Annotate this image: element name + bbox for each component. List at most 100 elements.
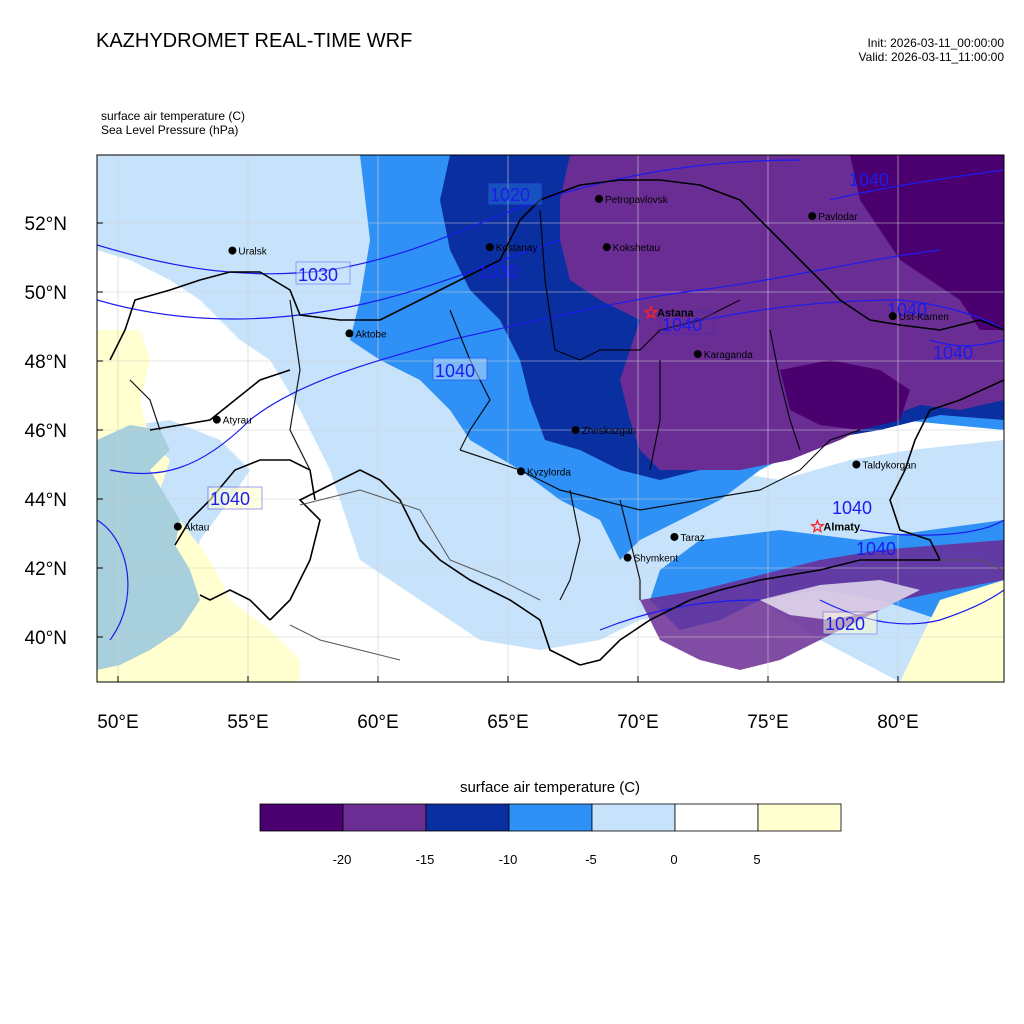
city-dot-icon	[345, 329, 354, 338]
city-label: Karaganda	[704, 350, 753, 361]
isobar-labels: 1020 1030 1030 1040 1040 1040 1040 1040 …	[207, 170, 973, 635]
temp-band-below-minus20	[850, 155, 1004, 330]
city-dot-icon	[517, 467, 525, 476]
lat-axis-labels: 52°N 50°N 48°N 46°N 44°N 42°N 40°N	[25, 214, 67, 649]
init-time: Init: 2026-03-11_00:00:00	[867, 36, 1004, 50]
variable-pressure: Sea Level Pressure (hPa)	[101, 123, 239, 137]
colorbar-swatch	[259, 803, 344, 832]
capital-star-icon	[810, 518, 825, 533]
svg-text:1040: 1040	[662, 315, 702, 335]
lon-axis-labels: 50°E 55°E 60°E 65°E 70°E 75°E 80°E	[97, 712, 918, 733]
capital-star-icon	[643, 304, 659, 320]
svg-text:1040: 1040	[856, 539, 896, 559]
city-dot-icon	[852, 460, 861, 469]
city-petropavlovsk: Petropavlovsk	[595, 194, 669, 206]
city-shymkent: Shymkent	[623, 553, 679, 565]
colorbar-swatch	[508, 803, 593, 832]
caspian-sea	[97, 425, 200, 670]
city-aktau: Aktau	[173, 522, 210, 534]
city-dot-icon	[485, 243, 494, 252]
colorbar-title: surface air temperature (C)	[459, 779, 641, 796]
isobar-label: 1040	[832, 498, 872, 518]
city-label: Shymkent	[634, 554, 679, 565]
city-label: Uralsk	[238, 247, 267, 258]
city-label: Petropavlovsk	[605, 195, 669, 206]
city-label: Taraz	[680, 533, 704, 544]
isobar-label: 1040	[849, 170, 889, 190]
lat-label: 50°N	[25, 283, 67, 304]
city-dot-icon	[228, 246, 237, 255]
colorbar-swatch	[342, 803, 427, 832]
isobar-label: 1040	[856, 539, 896, 559]
svg-text:1040: 1040	[832, 498, 872, 518]
city-label: Astana	[657, 308, 695, 320]
city-label: Aktau	[184, 523, 210, 534]
lat-label: 40°N	[25, 628, 67, 649]
lat-label: 52°N	[25, 214, 67, 235]
city-dot-icon	[602, 243, 611, 252]
lon-label: 50°E	[97, 712, 138, 733]
city-markers: Petropavlovsk Kostanay Kokshetau Uralsk Pavl…	[173, 194, 949, 565]
map-frame	[96, 154, 1005, 683]
lon-label: 70°E	[617, 712, 658, 733]
city-label: Ust-Kamen	[899, 312, 949, 323]
isobar-label: 1040	[887, 300, 927, 320]
colorbar-label: 5	[753, 852, 761, 867]
colorbar-swatch	[674, 803, 759, 832]
lon-label: 80°E	[877, 712, 918, 733]
city-dot-icon	[808, 212, 817, 221]
lon-label: 60°E	[357, 712, 398, 733]
city-astana: Astana	[643, 304, 695, 320]
svg-text:1030: 1030	[298, 265, 338, 285]
variable-list: surface air temperature (C) Sea Level Pr…	[101, 109, 245, 137]
time-info: Init: 2026-03-11_00:00:00 Valid: 2026-03…	[859, 36, 1004, 64]
map-body	[97, 155, 1004, 682]
city-aktobe: Aktobe	[345, 329, 387, 340]
isobar-label: 1040	[933, 343, 973, 363]
city-dot-icon	[670, 532, 679, 541]
country-borders	[109, 179, 1004, 666]
lat-label: 42°N	[25, 559, 67, 580]
colorbar-label: -5	[585, 852, 597, 867]
lon-label: 75°E	[747, 712, 788, 733]
map-title: KAZHYDROMET REAL-TIME WRF	[96, 30, 413, 52]
colorbar-label: -15	[415, 852, 435, 867]
city-kokshetau: Kokshetau	[602, 243, 660, 254]
mountain-band-white	[760, 580, 920, 620]
neighbor-borders	[289, 489, 1004, 661]
city-label: Zheskazgan	[582, 426, 636, 437]
svg-text:1040: 1040	[849, 170, 889, 190]
svg-text:1040: 1040	[435, 361, 475, 381]
temp-band-below-minus20-b	[780, 360, 910, 430]
city-uralsk: Uralsk	[228, 246, 268, 258]
city-label: Kokshetau	[613, 243, 660, 254]
svg-text:1030: 1030	[478, 262, 518, 282]
variable-temperature: surface air temperature (C)	[101, 109, 246, 123]
isobar-label: 1020	[822, 611, 878, 635]
city-dot-icon	[212, 415, 221, 424]
city-karaganda: Karaganda	[693, 350, 753, 361]
lat-label: 44°N	[25, 490, 67, 511]
city-label: Atyrau	[223, 416, 252, 427]
graticule	[97, 155, 1004, 682]
colorbar-swatch	[757, 803, 842, 832]
city-zheskazgan: Zheskazgan	[571, 426, 636, 437]
city-dot-icon	[623, 553, 632, 562]
svg-text:1040: 1040	[210, 489, 250, 509]
city-dot-icon	[888, 312, 897, 321]
isobar-label: 1040	[659, 311, 715, 335]
svg-text:1040: 1040	[887, 300, 927, 320]
colorbar-label: -20	[332, 852, 352, 867]
city-label: Kostanay	[496, 243, 538, 254]
city-label: Taldykorgan	[862, 461, 916, 472]
city-kyzylorda: Kyzylorda	[517, 467, 571, 478]
city-dot-icon	[595, 194, 603, 203]
city-label: Pavlodar	[818, 212, 858, 223]
svg-text:1020: 1020	[490, 185, 530, 205]
lat-label: 46°N	[25, 421, 67, 442]
city-taldykorgan: Taldykorgan	[852, 460, 916, 472]
isobar-label: 1020	[487, 182, 543, 206]
city-dot-icon	[173, 522, 182, 531]
colorbar-swatch	[591, 803, 676, 832]
